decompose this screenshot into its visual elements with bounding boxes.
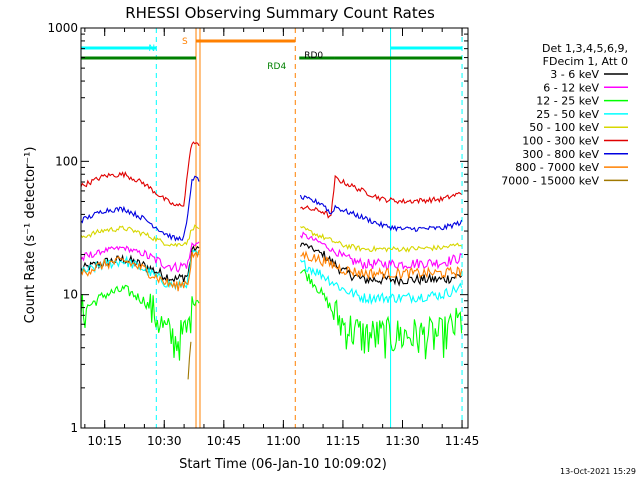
- series-line-6: [81, 175, 463, 242]
- y-tick-label-2: 100: [55, 154, 78, 168]
- x-tick-label-2: 10:45: [207, 434, 242, 448]
- x-tick-label-1: 10:30: [147, 434, 182, 448]
- series-line-2: [81, 269, 463, 361]
- state-label-rd0: RD0: [304, 51, 323, 61]
- legend-label-3: 25 - 50 keV: [536, 108, 599, 121]
- legend-label-7: 800 - 7000 keV: [515, 161, 599, 174]
- legend-label-0: 3 - 6 keV: [550, 68, 599, 81]
- y-axis-label: Count Rate (s⁻¹ detector⁻¹): [23, 147, 38, 324]
- state-label-s: S: [182, 37, 188, 47]
- legend-label-6: 300 - 800 keV: [522, 148, 599, 161]
- y-tick-label-1: 10: [63, 288, 78, 302]
- x-axis-label: Start Time (06-Jan-10 10:09:02): [179, 457, 387, 472]
- state-label-n: N: [148, 44, 155, 54]
- legend-label-8: 7000 - 15000 keV: [501, 174, 599, 187]
- x-tick-label-0: 10:15: [87, 434, 122, 448]
- legend-label-2: 12 - 25 keV: [536, 95, 599, 108]
- x-tick-label-3: 11:00: [266, 434, 301, 448]
- x-tick-label-6: 11:45: [445, 434, 480, 448]
- series-line-5: [81, 141, 462, 219]
- legend-label-1: 6 - 12 keV: [543, 81, 599, 94]
- legend-label-4: 50 - 100 keV: [529, 121, 599, 134]
- legend-label-5: 100 - 300 keV: [522, 135, 599, 148]
- series-line-1: [81, 231, 462, 273]
- footer-timestamp: 13-Oct-2021 15:29: [560, 467, 636, 476]
- y-tick-label-0: 1: [70, 421, 78, 435]
- plot-frame: [80, 27, 469, 429]
- chart-title: RHESSI Observing Summary Count Rates: [125, 4, 435, 22]
- legend-header-line-2: FDecim 1, Att 0: [543, 55, 628, 68]
- legend-header-line-1: Det 1,3,4,5,6,9,: [542, 42, 628, 55]
- series-line-4: [81, 224, 462, 253]
- series-line-8: [187, 341, 192, 380]
- series-line-7: [81, 249, 463, 292]
- x-tick-label-4: 11:15: [326, 434, 361, 448]
- state-label-rd4: RD4: [267, 62, 286, 72]
- x-tick-label-5: 11:30: [385, 434, 420, 448]
- plot-area: [81, 28, 463, 428]
- y-tick-label-3: 1000: [47, 21, 78, 35]
